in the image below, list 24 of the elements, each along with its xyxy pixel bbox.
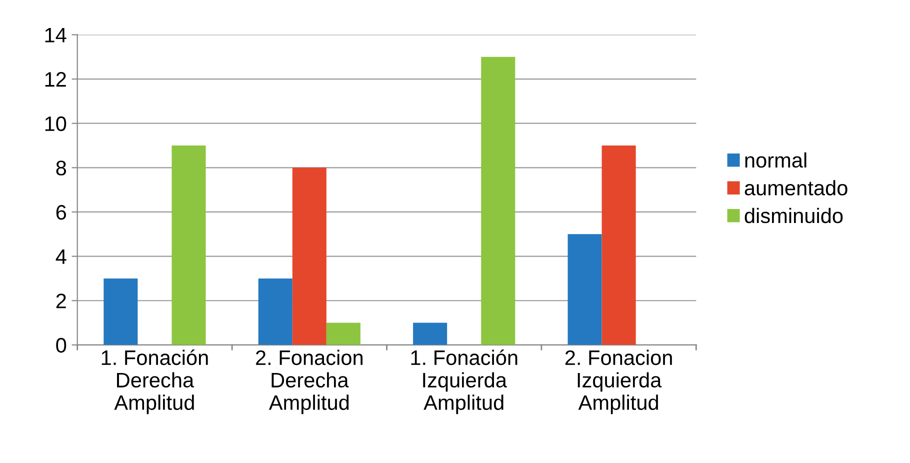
x-tick-label: 2. Fonacion Derecha Amplitud <box>256 350 362 414</box>
y-tick-label: 2 <box>56 294 66 308</box>
y-tick-label: 12 <box>45 72 66 87</box>
legend-label: aumentado <box>744 180 848 196</box>
y-tick-label: 14 <box>45 28 66 42</box>
bar <box>292 168 326 345</box>
y-tick-label: 8 <box>56 160 66 176</box>
x-tick-label: 2. Fonacion Izquierda Amplitud <box>565 350 672 414</box>
x-tick-label: 1. Fonación Derecha Amplitud <box>102 350 208 414</box>
bar <box>481 56 516 345</box>
bar <box>326 322 360 345</box>
bar <box>413 322 448 345</box>
bar <box>172 146 206 345</box>
y-tick-label: 4 <box>56 250 66 264</box>
y-tick-label: 6 <box>56 204 66 220</box>
bar <box>104 278 138 345</box>
x-tick-label: 1. Fonación Izquierda Amplitud <box>411 350 518 414</box>
legend-label: disminuido <box>744 208 843 224</box>
bar <box>568 234 602 345</box>
legend-label: normal <box>745 152 806 168</box>
bar <box>602 146 636 345</box>
y-tick-label: 10 <box>45 116 66 132</box>
bar <box>258 278 292 345</box>
y-tick-label: 0 <box>56 338 66 353</box>
